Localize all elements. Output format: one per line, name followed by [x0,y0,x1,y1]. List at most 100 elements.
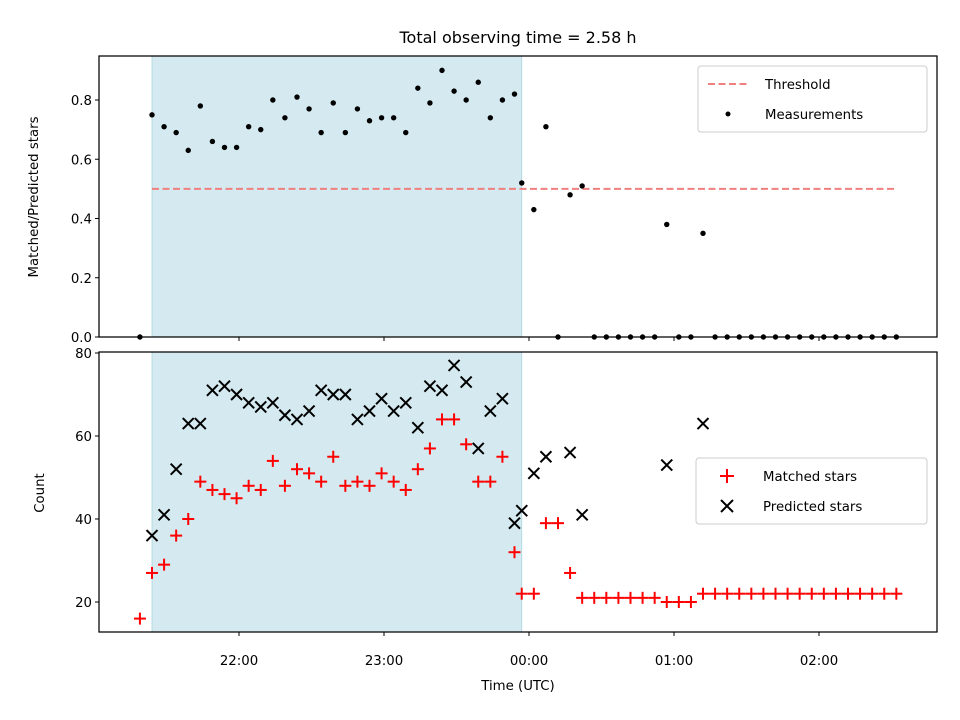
matched-star-point [291,463,303,476]
matched-star-point [315,475,328,488]
predicted-star-point [278,409,292,422]
predicted-star-point [484,404,497,418]
matched-star-point [194,475,207,488]
matched-star-point [576,591,589,604]
predicted-star-point [435,384,449,397]
predicted-legend-swatch [720,499,734,513]
matched-star-point [539,517,552,530]
predicted-star-point [527,467,541,480]
measurement-point [354,106,361,112]
ratio-y-axis-label: Matched/Predicted stars [27,116,42,277]
predicted-star-point [539,450,553,463]
matched-star-point [423,442,436,455]
matched-star-point [411,463,424,476]
count-legend-box [695,457,928,525]
predicted-star-point [459,375,473,389]
count-panel: 20 40 60 80 22:00 23:00 00:00 01:00 02:00 Count… [33,347,938,694]
measurement-point [209,138,216,145]
measurement-point [221,144,228,151]
matched-star-point [448,413,461,426]
measurement-point [173,129,179,136]
ratio-x-ticks [238,337,820,341]
count-legend: Matched stars Predicted stars [695,457,928,525]
matched-star-point [745,587,758,600]
predicted-star-point [472,442,485,455]
matched-star-point [781,587,794,600]
matched-star-point [866,587,879,600]
ratio-y-tick-label: 0.8 [71,94,92,109]
matched-star-point [254,483,267,496]
matched-star-point [709,587,722,600]
predicted-star-point [206,384,219,397]
measurement-point [463,97,469,103]
measurement-point [511,91,518,97]
measurement-point [531,206,537,213]
predicted-star-point [157,508,171,522]
x-tick-label: 23:00 [365,654,403,669]
matched-star-point [757,587,770,600]
matched-star-point [588,591,601,604]
count-axes-frame [98,351,938,633]
predicted-star-point [496,392,509,405]
matched-star-point [612,591,625,604]
matched-star-point [600,591,613,604]
measurement-point [519,180,525,186]
predicted-star-point [508,516,521,530]
predicted-star-point [314,384,328,397]
ratio-y-tick-label: 0.0 [71,331,92,346]
measurement-point [390,115,397,121]
matched-star-point [242,479,255,492]
matched-star-point [552,517,564,530]
predicted-star-point [290,413,304,426]
ratio-legend-box [697,65,928,133]
count-y-tick-label: 40 [75,513,92,528]
matched-star-point [230,492,243,505]
matched-star-point [218,488,231,501]
matched-star-point [697,587,709,600]
matched-star-point [636,591,649,604]
measurement-point [499,97,506,103]
ratio-y-ticks: 0.0 0.2 0.4 0.6 0.8 [71,94,99,346]
predicted-star-point [363,404,376,418]
x-tick-label: 22:00 [220,654,258,669]
count-points [133,359,903,625]
matched-star-point [133,612,146,625]
matched-star-point [266,454,279,467]
measurements-legend-label: Measurements [765,108,863,123]
count-y-tick-label: 60 [75,430,92,445]
predicted-star-point [182,417,195,430]
predicted-star-point [169,462,183,476]
count-y-ticks: 20 40 60 80 [75,347,99,611]
predicted-star-point [230,388,243,401]
matched-star-point [672,596,685,608]
matched-star-point [363,479,376,492]
matched-star-point [793,587,806,600]
measurement-point [342,129,349,136]
predicted-star-point [194,417,207,430]
matched-star-point [842,587,854,600]
matched-star-point [158,558,171,571]
predicted-star-point [302,404,316,418]
measurement-point [427,100,433,106]
matched-star-point [829,587,842,600]
measurement-point [149,112,155,118]
count-x-ticks: 22:00 23:00 00:00 01:00 02:00 [220,632,838,669]
matched-star-point [733,587,746,600]
matched-star-point [721,587,734,600]
matched-star-point [684,596,697,608]
measurement-point [567,192,573,198]
matched-star-point [648,591,661,604]
matched-star-point [146,566,158,579]
predicted-star-point [660,458,673,472]
ratio-y-tick-label: 0.6 [71,153,92,168]
measurement-point [233,144,240,151]
x-tick-label: 02:00 [800,654,838,669]
ratio-axes-frame [98,55,938,338]
matched-star-point [206,483,219,496]
matched-star-point [527,587,540,600]
measurement-point [330,100,336,106]
ratio-y-tick-label: 0.4 [71,213,92,228]
predicted-star-point [423,379,437,393]
predicted-star-point [575,508,589,522]
